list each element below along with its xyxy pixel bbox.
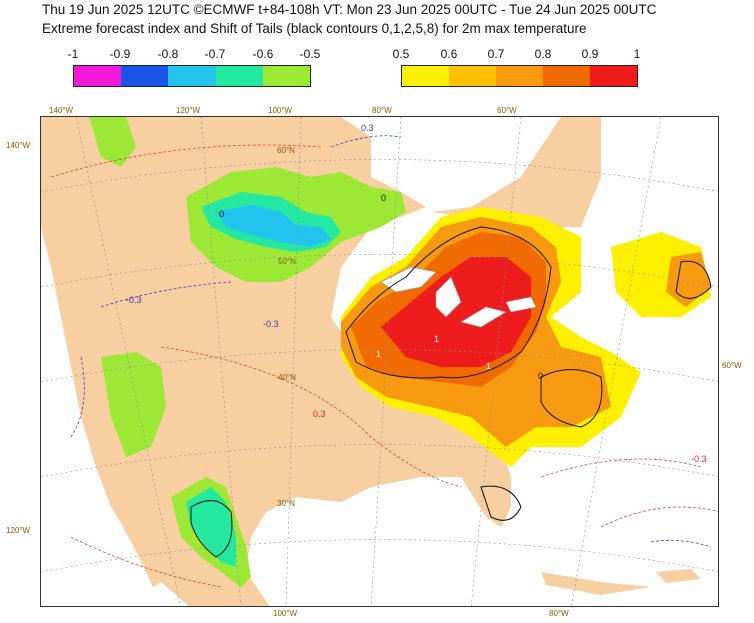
contour-label: 1 [434,334,439,344]
colorbar-cold-seg [215,66,263,86]
lat-label: 40°N [278,373,296,382]
contour-label: 0 [381,193,386,203]
efi-green-pacific-nw [89,117,136,167]
colorbar-warm-tick: 0.9 [581,47,599,61]
lat-label: 60°W [722,361,742,370]
contour-label: 1 [486,361,491,371]
graticule [41,117,718,606]
baja-land [121,497,161,587]
lon-label: 80°W [372,106,392,115]
colorbar-cold-tick: -0.7 [204,47,226,61]
colorbar-cold-seg [121,66,169,86]
lon-label: 60°W [497,106,517,115]
colorbar-cold [73,65,311,87]
contour-label: -0.3 [263,319,279,329]
colorbar-cold-tick: -0.5 [299,47,321,61]
quebec-labrador-land [431,117,601,227]
lat-label: 50°N [278,257,296,266]
colorbar-cold-tick: -0.6 [252,47,274,61]
contour-label: 0.3 [361,123,374,133]
colorbar-warm [401,65,638,87]
colorbar-cold-tick: -0.8 [157,47,179,61]
colorbar-cold-seg [168,66,216,86]
contour-label: 0 [538,371,543,381]
efi-cyan-canada [216,205,331,247]
blue-dashed-contours [70,135,712,548]
lat-label: 30°N [277,499,295,508]
efi-map: 0.3 -0.3 -0.3 0.3 -0.3 0 0 0 1 1 1 60°N … [40,116,719,607]
great-lakes [380,266,537,328]
lon-label: 100°W [268,106,293,115]
contour-label: -0.3 [691,454,707,464]
colorbar-warm-seg [496,66,543,86]
colorbar-cold-seg [74,66,122,86]
black-sot-contours [190,226,712,558]
contour-label: -0.3 [126,295,142,305]
contour-label: 1 [376,349,381,359]
map-title: Thu 19 Jun 2025 12UTC ©ECMWF t+84-108h V… [42,2,657,17]
contour-label: 0 [219,209,224,219]
lon-label: 80°W [549,609,569,618]
colorbar-warm-tick: 1 [633,47,641,61]
north-america-land [41,117,561,606]
map-subtitle: Extreme forecast index and Shift of Tail… [42,21,587,36]
lat-label: 140°W [6,141,31,150]
efi-red-east [381,257,531,367]
map-canvas: 0.3 -0.3 -0.3 0.3 -0.3 0 0 0 1 1 1 60°N … [41,117,718,606]
cuba-land [541,572,651,595]
contour-label: 0.3 [313,409,326,419]
efi-lightgreen-mexico [186,487,236,567]
lat-label: 60°N [277,146,295,155]
lon-label: 140°W [49,106,74,115]
colorbar-warm-seg [449,66,496,86]
colorbar-warm-seg [590,66,637,86]
colorbar-warm-tick: 0.7 [487,47,505,61]
hispaniola-land [656,569,701,583]
colorbar-warm-tick: 0.6 [440,47,458,61]
colorbar-warm-seg [543,66,590,86]
colorbar-cold-tick: -0.9 [109,47,131,61]
colorbar-warm-seg [402,66,449,86]
colorbar-warm-tick: 0.8 [534,47,552,61]
colorbar-cold-tick: -1 [67,47,79,61]
red-dashed-contours [50,144,718,588]
colorbar-cold-seg [262,66,311,86]
lon-label: 120°W [176,106,201,115]
efi-green-west-coast [101,352,166,457]
lon-label: 100°W [273,609,298,618]
colorbar-warm-tick: 0.5 [392,47,410,61]
lat-label: 120°W [6,526,31,535]
